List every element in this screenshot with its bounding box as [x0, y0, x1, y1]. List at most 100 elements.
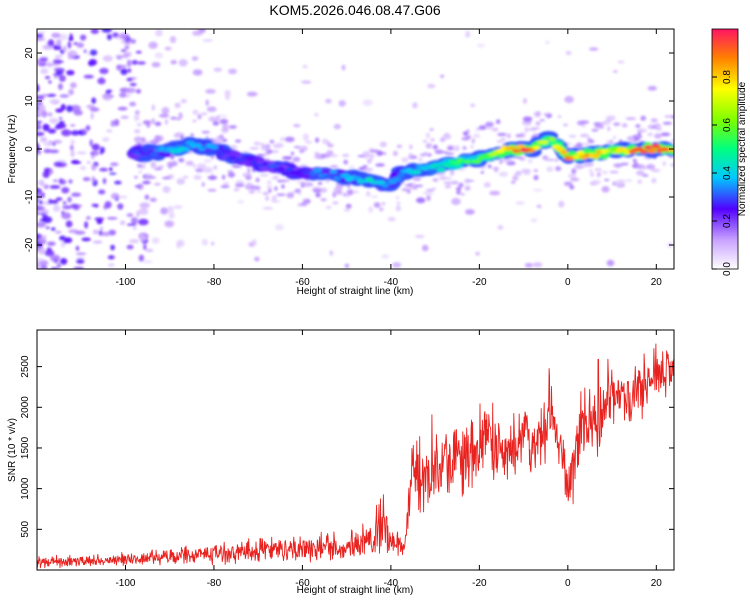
heatmap-noise-blob: [275, 224, 284, 231]
heatmap-ridge-blob: [647, 148, 657, 154]
heatmap-noise-blob: [192, 69, 203, 76]
heatmap-noise-blob: [109, 172, 117, 175]
heatmap-halo-blob: [344, 208, 351, 212]
heatmap-noise-blob: [55, 122, 67, 129]
heatmap-halo-blob: [221, 138, 228, 143]
heatmap-noise-blob: [143, 243, 147, 251]
heatmap-halo-blob: [635, 164, 646, 168]
heatmap-halo-blob: [383, 152, 387, 155]
heatmap-noise-blob: [127, 68, 132, 73]
heatmap-noise-blob: [45, 226, 50, 229]
heatmap-noise-blob: [83, 74, 94, 79]
heatmap-noise-blob: [90, 150, 100, 156]
heatmap-halo-blob: [357, 155, 365, 158]
heatmap-halo-blob: [300, 182, 305, 188]
heatmap-noise-blob: [106, 89, 113, 93]
heatmap-noise-blob: [119, 92, 127, 98]
heatmap-halo-blob: [642, 174, 649, 177]
heatmap-halo-blob: [613, 122, 621, 126]
heatmap-noise-blob: [116, 64, 122, 71]
heatmap-halo-blob: [487, 164, 492, 169]
heatmap-noise-blob: [49, 98, 61, 105]
heatmap-halo-blob: [342, 153, 350, 157]
heatmap-noise-blob: [138, 208, 149, 215]
heatmap-halo-blob: [462, 131, 468, 136]
spectrogram-x-tick-label: -20: [472, 277, 487, 288]
heatmap-halo-blob: [647, 132, 653, 137]
snr-y-tick-label: 1500: [20, 436, 31, 459]
snr-x-tick-label: -40: [384, 578, 399, 589]
snr-y-tick-label: 1000: [20, 477, 31, 500]
heatmap-noise-blob: [151, 237, 160, 244]
heatmap-halo-blob: [646, 164, 652, 169]
heatmap-noise-blob: [162, 186, 171, 193]
heatmap-halo-blob: [570, 177, 580, 182]
heatmap-halo-blob: [272, 175, 280, 178]
heatmap-noise-blob: [395, 196, 400, 200]
snr-y-tick-label: 500: [20, 521, 31, 538]
heatmap-halo-blob: [269, 139, 275, 144]
heatmap-noise-blob: [96, 219, 103, 225]
heatmap-noise-blob: [362, 151, 370, 159]
heatmap-halo-blob: [138, 170, 143, 174]
heatmap-noise-blob: [39, 31, 46, 34]
heatmap-halo-blob: [462, 146, 467, 150]
heatmap-halo-blob: [455, 187, 462, 191]
heatmap-noise-blob: [613, 70, 618, 73]
heatmap-noise-blob: [617, 60, 625, 64]
heatmap-noise-blob: [120, 38, 126, 44]
heatmap-ridge-blob: [221, 149, 231, 154]
heatmap-noise-blob: [427, 83, 436, 89]
heatmap-noise-blob: [86, 161, 91, 164]
heatmap-noise-blob: [76, 258, 85, 264]
heatmap-halo-blob: [434, 149, 444, 154]
heatmap-halo-blob: [221, 127, 229, 133]
heatmap-noise-blob: [37, 102, 43, 106]
heatmap-halo-blob: [557, 115, 562, 118]
heatmap-noise-blob: [37, 37, 47, 41]
heatmap-halo-blob: [280, 137, 286, 142]
heatmap-noise-blob: [85, 125, 91, 131]
heatmap-noise-blob: [56, 262, 62, 269]
heatmap-noise-blob: [134, 110, 140, 115]
heatmap-halo-blob: [442, 133, 452, 140]
heatmap-halo-blob: [207, 175, 218, 180]
heatmap-noise-blob: [114, 119, 120, 127]
heatmap-noise-blob: [71, 130, 80, 136]
heatmap-halo-blob: [266, 185, 273, 189]
heatmap-noise-blob: [37, 205, 45, 212]
heatmap-halo-blob: [230, 144, 238, 150]
heatmap-noise-blob: [73, 42, 78, 45]
heatmap-halo-blob: [370, 195, 378, 198]
heatmap-noise-blob: [368, 206, 374, 213]
heatmap-noise-blob: [117, 203, 124, 210]
heatmap-noise-blob: [205, 99, 209, 106]
colorbar: 0.0 0.2 0.4 0.6 0.8 Normalized spectral ampl…: [711, 28, 748, 276]
heatmap-noise-blob: [84, 221, 88, 229]
heatmap-halo-blob: [441, 151, 449, 154]
heatmap-noise-blob: [99, 77, 104, 85]
heatmap-halo-blob: [396, 201, 401, 205]
heatmap-noise-blob: [208, 116, 217, 122]
heatmap-noise-blob: [37, 120, 43, 124]
heatmap-noise-blob: [48, 149, 60, 154]
heatmap-halo-blob: [664, 115, 672, 118]
heatmap-ridge-blob: [548, 136, 556, 142]
heatmap-halo-blob: [609, 170, 619, 174]
heatmap-halo-blob: [513, 156, 523, 159]
heatmap-noise-blob: [118, 32, 129, 40]
heatmap-halo-blob: [200, 112, 208, 116]
heatmap-halo-blob: [297, 146, 308, 151]
heatmap-halo-blob: [192, 109, 199, 115]
heatmap-noise-blob: [515, 201, 525, 205]
spectrogram-x-tick-label: -40: [384, 277, 399, 288]
heatmap-noise-blob: [68, 37, 74, 41]
heatmap-halo-blob: [521, 122, 528, 125]
heatmap-noise-blob: [429, 128, 434, 131]
heatmap-noise-blob: [139, 234, 147, 242]
heatmap-halo-blob: [651, 168, 661, 173]
heatmap-noise-blob: [76, 151, 87, 155]
heatmap-halo-blob: [213, 165, 217, 170]
heatmap-halo-blob: [401, 157, 409, 163]
spectrogram-x-axis: -100 -80 -60 -40 -20 0 20: [115, 29, 662, 288]
